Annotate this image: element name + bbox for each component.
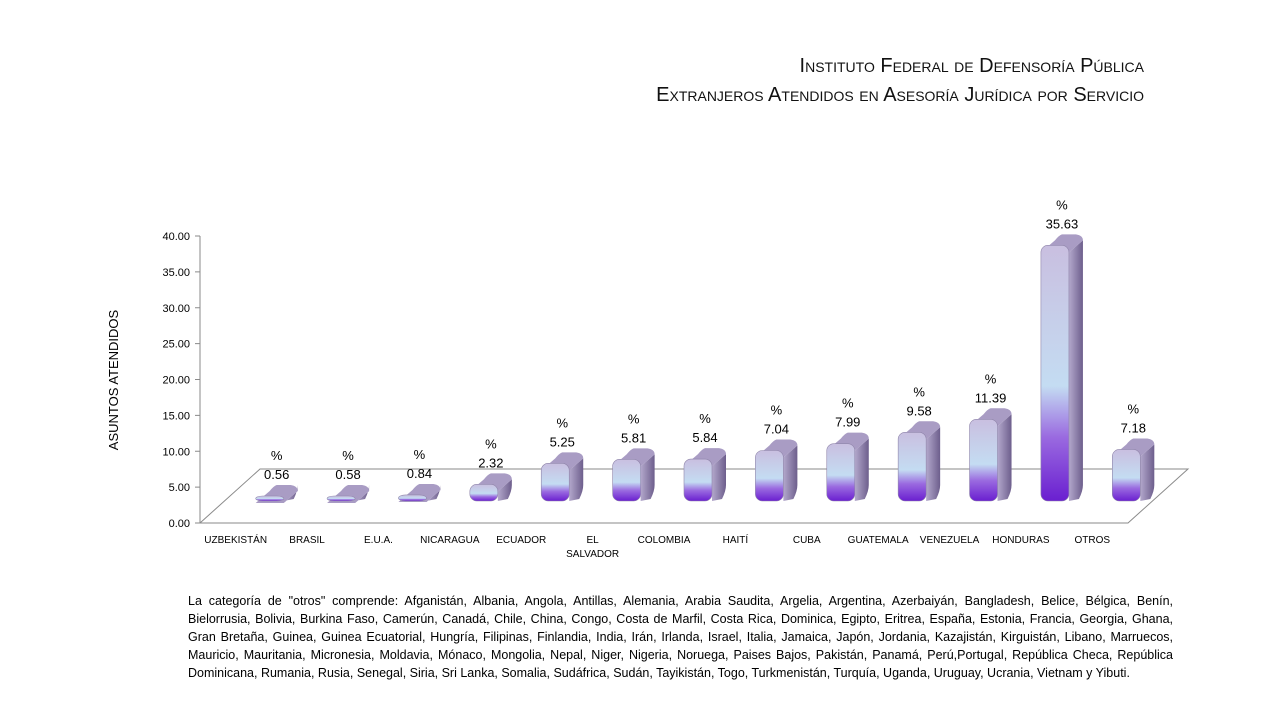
bar-side bbox=[1068, 240, 1083, 502]
bar-side bbox=[640, 454, 655, 501]
data-label: % 0.58 bbox=[335, 448, 360, 482]
data-label: % 0.84 bbox=[407, 447, 432, 481]
y-tick-label: 10.00 bbox=[162, 446, 190, 458]
x-tick-label: HAITÍ bbox=[723, 533, 749, 546]
y-tick-label: 0.00 bbox=[169, 518, 190, 530]
x-tick-label: UZBEKISTÁN bbox=[204, 533, 267, 546]
bar-side bbox=[426, 485, 441, 502]
chart-title: Instituto Federal de Defensoría Pública bbox=[799, 55, 1144, 77]
bar bbox=[398, 494, 427, 502]
bar bbox=[683, 458, 713, 502]
y-tick-label: 25.00 bbox=[162, 339, 190, 351]
bar-side bbox=[497, 479, 512, 501]
x-tick-label: COLOMBIA bbox=[638, 535, 691, 546]
x-tick-label: HONDURAS bbox=[992, 535, 1050, 546]
chart-title-block: Instituto Federal de Defensoría Pública … bbox=[656, 52, 1144, 110]
x-tick-label: GUATEMALA bbox=[848, 535, 909, 546]
data-label: % 5.25 bbox=[550, 415, 575, 449]
chart-area: 0.00 5.00 10.00 15.00 20.00 25.00 30.00 35.00 40… bbox=[106, 197, 1190, 560]
data-label: % 7.99 bbox=[835, 396, 860, 430]
bar bbox=[612, 459, 641, 502]
y-tick-label: 35.00 bbox=[162, 267, 190, 279]
bar-side bbox=[783, 445, 798, 501]
x-tick-label: CUBA bbox=[793, 535, 821, 546]
data-label: % 5.84 bbox=[692, 411, 717, 445]
data-label: % 2.32 bbox=[478, 436, 503, 470]
footnote: La categoría de "otros" comprende: Afgan… bbox=[188, 594, 1173, 680]
y-tick-label: 30.00 bbox=[162, 303, 190, 315]
bar bbox=[326, 495, 356, 502]
x-tick-label: VENEZUELA bbox=[920, 535, 980, 546]
bar-side bbox=[1140, 444, 1155, 501]
x-tick-label: E.U.A. bbox=[364, 535, 393, 546]
bar bbox=[1040, 245, 1070, 502]
y-tick-label: 15.00 bbox=[162, 410, 190, 422]
x-tick-label: OTROS bbox=[1075, 535, 1111, 546]
y-tick-label: 20.00 bbox=[162, 375, 190, 387]
y-tick-label: 40.00 bbox=[162, 231, 190, 243]
data-label: % 5.81 bbox=[621, 411, 646, 445]
bar-side bbox=[997, 414, 1012, 501]
bar bbox=[826, 443, 856, 502]
chart-subtitle: Extranjeros Atendidos en Asesoría Jurídi… bbox=[656, 84, 1144, 106]
data-label: % 9.58 bbox=[906, 384, 931, 418]
bar-side bbox=[926, 427, 941, 501]
x-tick-label: ECUADOR bbox=[496, 535, 546, 546]
bar bbox=[1112, 449, 1141, 502]
bar-side bbox=[712, 454, 726, 501]
bar bbox=[755, 450, 784, 502]
y-tick-label: 5.00 bbox=[169, 482, 190, 494]
y-axis-label: ASUNTOS ATENDIDOS bbox=[106, 309, 121, 450]
bar-side bbox=[854, 438, 869, 501]
bar bbox=[969, 418, 998, 502]
data-label: % 7.04 bbox=[764, 402, 789, 436]
bar bbox=[469, 484, 499, 502]
data-label: % 35.63 bbox=[1046, 197, 1079, 231]
data-label: % 7.18 bbox=[1121, 401, 1146, 435]
data-label: % 11.39 bbox=[975, 371, 1007, 405]
bar-chart: 0.00 5.00 10.00 15.00 20.00 25.00 30.00 35.00 40… bbox=[106, 197, 1190, 560]
x-tick-label: NICARAGUA bbox=[420, 535, 480, 546]
bar-side bbox=[569, 458, 584, 501]
bar bbox=[255, 495, 284, 502]
data-label: % 0.56 bbox=[264, 448, 289, 482]
bar bbox=[897, 431, 927, 502]
chart-floor bbox=[198, 468, 1190, 524]
bar bbox=[540, 463, 570, 502]
x-tick-label: EL SALVADOR bbox=[566, 535, 619, 560]
x-tick-label: BRASIL bbox=[289, 535, 325, 546]
